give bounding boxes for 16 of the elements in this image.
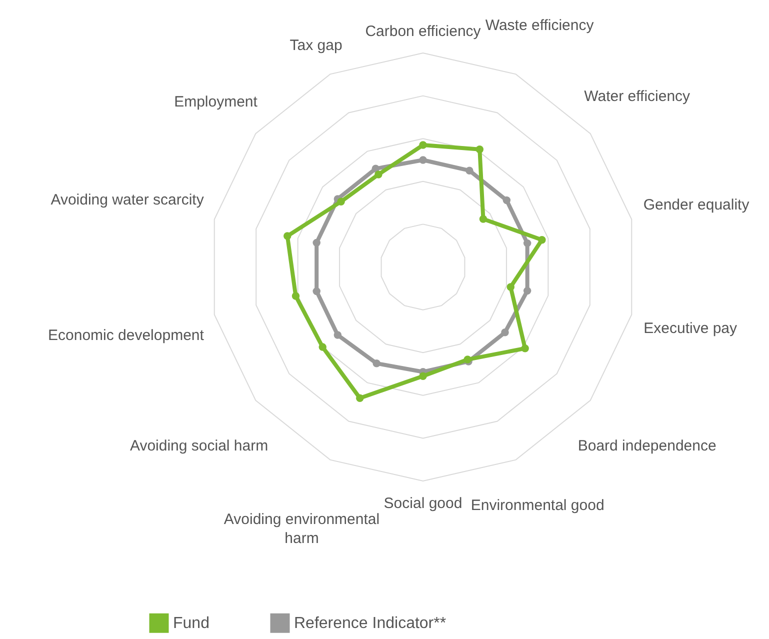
spoke-label: Gender equality [643, 196, 750, 214]
spoke-label: Economic development [48, 326, 205, 344]
spoke-label: Waste efficiency [485, 16, 594, 34]
spoke-label: Water efficiency [584, 88, 691, 106]
spoke-label: Social good [384, 495, 462, 512]
spoke-label: Board independence [578, 438, 716, 455]
spoke-label: Environmental good [470, 496, 604, 514]
spoke-label: Avoiding social harm [130, 438, 268, 455]
spoke-label: Executive pay [644, 320, 738, 338]
spoke-label: Avoiding water scarcity [50, 192, 204, 209]
spoke-label: Avoiding environmental harm [224, 510, 380, 547]
legend-label: Fund [173, 615, 210, 632]
spoke-label: Employment [174, 94, 258, 111]
spoke-label: Carbon efficiency [365, 22, 482, 40]
legend-label: Reference Indicator** [294, 615, 446, 632]
spoke-label: Tax gap [290, 36, 342, 54]
